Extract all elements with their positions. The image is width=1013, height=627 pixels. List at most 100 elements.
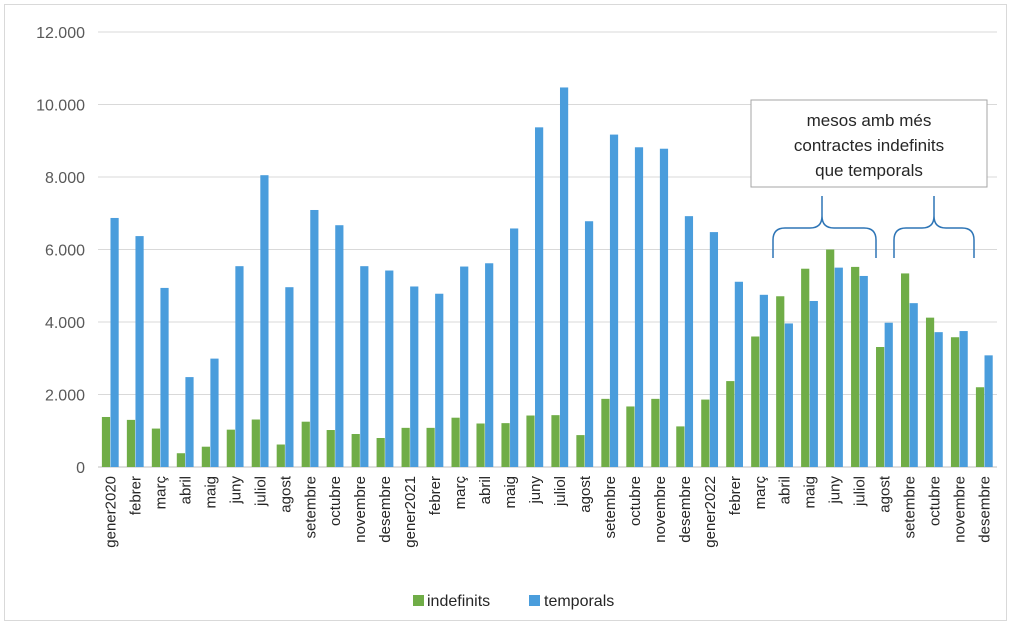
x-tick-label: febrer [727,476,744,515]
bar-temporals [110,217,119,467]
annotation-line-3: que temporals [815,161,923,180]
bar-indefinits [676,426,685,467]
bar-temporals [834,267,843,468]
bar-indefinits [776,296,785,467]
bar-indefinits [701,399,710,467]
legend: indefinits temporals [413,593,614,610]
bar-temporals [909,303,918,467]
bar-temporals [310,209,319,468]
bar-temporals [260,175,269,467]
annotation-line-1: mesos amb més [807,111,932,130]
bar-indefinits [526,415,535,467]
x-tick-label: desembre [677,476,694,543]
bar-temporals [160,287,169,467]
x-tick-label: juny [527,476,544,505]
x-tick-label: gener2022 [702,476,719,548]
x-tick-label: març [152,476,169,510]
x-tick-label: gener2021 [402,476,419,548]
bar-temporals [285,287,294,467]
bar-temporals [385,270,394,467]
bar-temporals [510,228,519,467]
bar-temporals [959,331,968,467]
x-tick-label: març [752,476,769,510]
x-tick-label: octubre [927,476,944,526]
bar-indefinits [376,438,385,467]
bar-indefinits [176,453,185,467]
bar-indefinits [726,381,735,467]
bar-temporals [360,266,369,467]
x-tick-label: novembre [952,476,969,543]
bar-temporals [984,355,993,467]
bar-temporals [559,87,569,468]
y-tick-label: 0 [76,460,85,477]
x-tick-label: novembre [652,476,669,543]
y-tick-label: 2.000 [45,388,85,405]
x-tick-label: abril [777,476,794,504]
bar-indefinits [651,398,660,467]
bar-indefinits [151,428,161,467]
bar-temporals [210,358,219,467]
x-tick-label: maig [202,476,219,509]
bar-indefinits [851,266,860,467]
bar-indefinits [101,416,111,467]
y-tick-label: 6.000 [45,243,85,260]
x-tick-label: agost [877,475,894,513]
bar-temporals [485,263,494,467]
x-tick-label: abril [177,476,194,504]
bar-temporals [659,148,669,467]
bars [101,87,993,468]
bar-indefinits [751,336,760,467]
bar-temporals [759,294,768,467]
bar-indefinits [925,317,935,467]
bar-temporals [859,275,868,467]
bar-temporals [185,377,194,467]
bar-temporals [884,322,893,467]
x-tick-label: setembre [302,476,319,539]
legend-swatch-indefinits [413,595,424,606]
x-tick-label: març [452,476,469,510]
x-tick-label: juliol [252,476,269,507]
bar-indefinits [876,347,885,467]
bar-temporals [634,147,644,467]
x-tick-label: juliol [552,476,569,507]
bar-indefinits [950,337,960,467]
x-tick-label: octubre [627,476,644,526]
x-tick-label: juliol [852,476,869,507]
x-tick-label: agost [277,475,294,513]
bar-indefinits [551,415,560,467]
x-tick-label: febrer [127,476,144,515]
bar-indefinits [501,423,510,467]
annotation-box [750,99,988,188]
bar-temporals [435,293,444,467]
bar-temporals [410,286,419,467]
annotation-line-2: contractes indefinits [794,136,944,155]
legend-label-indefinits: indefinits [427,593,490,610]
bar-temporals [684,216,694,467]
y-tick-label: 8.000 [45,170,85,187]
bar-temporals [235,266,244,467]
x-tick-label: febrer [427,476,444,515]
y-tick-label: 12.000 [36,25,85,42]
x-tick-label: agost [577,475,594,513]
x-axis-ticks: gener2020 febrer març abril maig juny juliol ag… [102,475,993,548]
bar-indefinits [201,446,210,467]
bar-indefinits [451,417,460,467]
x-tick-label: maig [502,476,519,509]
bar-temporals [135,236,144,467]
bar-indefinits [901,273,910,467]
bar-temporals [335,225,344,467]
annotation-brace-2 [893,196,975,258]
bar-indefinits [126,419,136,468]
y-tick-label: 10.000 [36,98,85,115]
bar-temporals [809,300,818,467]
x-tick-label: octubre [327,476,344,526]
bar-temporals [709,232,719,467]
bar-temporals [734,281,743,467]
x-tick-label: setembre [902,476,919,539]
bar-indefinits [801,268,810,467]
x-tick-label: abril [477,476,494,504]
legend-label-temporals: temporals [544,593,614,610]
x-tick-label: gener2020 [102,476,119,548]
annotation: mesos amb més contractes indefinits que … [750,99,988,258]
